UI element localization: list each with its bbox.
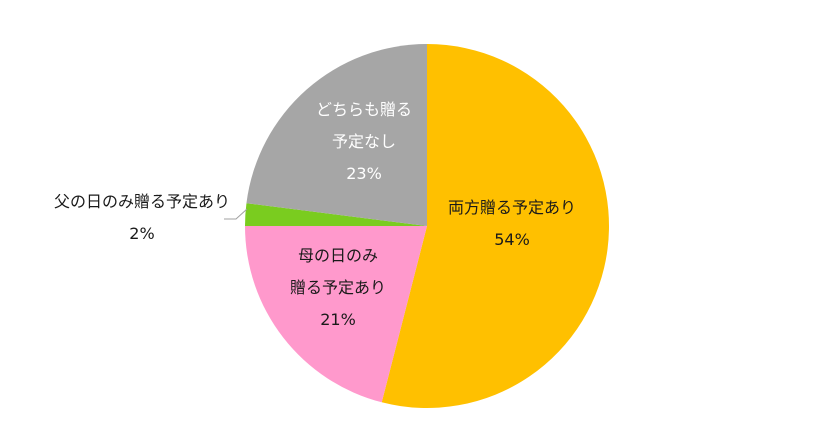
label-neither: どちらも贈る 予定なし 23% <box>315 100 412 183</box>
slice-both <box>381 44 609 408</box>
leader-line <box>224 208 248 220</box>
label-mother-only: 母の日のみ 贈る予定あり 21% <box>289 246 386 329</box>
slice-father-only <box>245 203 427 226</box>
label-both: 両方贈る予定あり 54% <box>447 198 576 249</box>
slice-mother-only <box>245 226 427 403</box>
label-father-only: 父の日のみ贈る予定あり 2% <box>53 192 230 243</box>
slice-neither <box>246 44 427 226</box>
